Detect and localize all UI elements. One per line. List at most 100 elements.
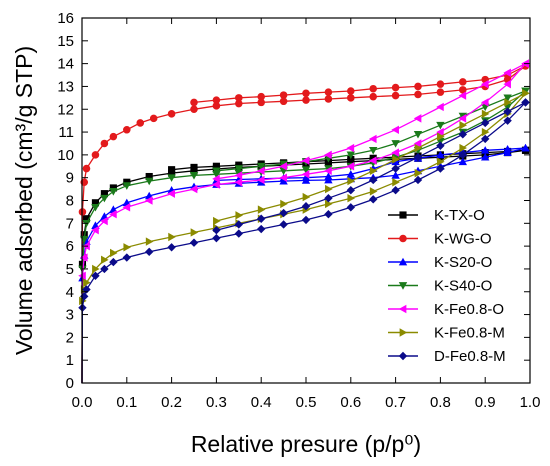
data-point — [458, 157, 467, 166]
data-point — [522, 89, 530, 98]
data-point — [391, 91, 400, 100]
data-point — [413, 139, 422, 148]
data-point — [257, 92, 265, 101]
legend-label: K-Fe0.8-M — [434, 325, 505, 342]
data-point — [302, 192, 311, 202]
data-point — [136, 119, 145, 127]
data-point — [503, 94, 512, 103]
data-point — [436, 80, 445, 88]
legend-label: K-TX-O — [434, 207, 485, 224]
data-point — [481, 79, 489, 89]
data-point — [82, 215, 91, 223]
data-point — [82, 164, 91, 173]
y-tick-label: 4 — [66, 284, 74, 301]
data-point — [167, 174, 176, 182]
data-point — [301, 156, 310, 165]
data-point — [279, 162, 287, 171]
data-point — [92, 264, 100, 274]
x-axis-title: Relative presure (p/p⁰) — [191, 431, 421, 457]
legend-marker — [398, 304, 407, 314]
data-point — [149, 114, 158, 123]
data-point — [190, 163, 198, 171]
data-point — [481, 127, 490, 137]
data-point — [346, 203, 355, 212]
data-point — [301, 202, 311, 211]
data-point — [101, 255, 109, 265]
data-point — [459, 86, 467, 94]
legend-label: D-Fe0.8-M — [434, 348, 506, 365]
data-point — [279, 91, 288, 99]
data-point — [122, 203, 131, 212]
data-point — [91, 199, 100, 207]
data-point — [413, 114, 422, 123]
data-point — [80, 253, 88, 262]
x-tick-label: 0.9 — [475, 394, 496, 411]
legend-item: K-TX-O — [388, 207, 485, 224]
data-point — [369, 187, 378, 196]
data-point — [325, 184, 333, 194]
legend-item: K-S20-O — [388, 254, 492, 271]
y-tick-label: 1 — [66, 352, 74, 369]
data-point — [391, 164, 400, 173]
y-tick-label: 16 — [57, 10, 74, 27]
data-point — [325, 199, 333, 209]
data-point — [301, 166, 311, 174]
data-point — [168, 166, 176, 174]
legend-item: K-Fe0.8-M — [388, 325, 505, 342]
data-point — [369, 195, 378, 204]
legend-label: K-S20-O — [434, 254, 492, 271]
data-point — [324, 172, 333, 180]
data-point — [414, 90, 422, 99]
data-point — [301, 215, 311, 225]
data-point — [257, 98, 265, 107]
data-point — [279, 173, 287, 182]
data-point — [391, 125, 399, 134]
data-point — [123, 126, 131, 134]
data-point — [324, 209, 333, 219]
data-point — [503, 144, 512, 153]
y-tick-label: 9 — [66, 170, 74, 187]
y-tick-label: 15 — [57, 33, 74, 50]
data-point — [414, 82, 422, 91]
data-point — [302, 89, 310, 98]
data-point — [212, 174, 220, 184]
data-point — [347, 87, 355, 95]
data-point — [458, 91, 467, 100]
axes: 0.0 0.1 0.2 0.3 0.4 0.5 0.6 0.7 0.8 0.9 1.00123456… — [11, 10, 540, 457]
y-tick-label: 11 — [58, 124, 74, 141]
data-point — [459, 143, 467, 153]
data-point — [346, 162, 355, 171]
data-point — [234, 220, 243, 229]
data-point — [324, 88, 333, 96]
data-point — [123, 178, 131, 186]
data-point — [369, 84, 377, 93]
data-point — [91, 225, 99, 235]
data-point — [481, 134, 490, 144]
data-point — [91, 151, 100, 159]
y-axis-title: Volume adsorbed (cm³/g STP) — [11, 46, 37, 355]
legend-label: K-WG-O — [434, 231, 492, 248]
data-point — [369, 166, 378, 176]
data-point — [100, 216, 108, 226]
data-point — [437, 132, 445, 141]
data-point — [100, 139, 109, 148]
data-point — [279, 220, 288, 229]
data-point — [369, 134, 377, 144]
data-point — [145, 172, 153, 181]
y-tick-label: 5 — [66, 261, 74, 278]
data-point — [257, 175, 265, 185]
x-tick-label: 0.6 — [340, 394, 361, 411]
x-tick-label: 0.0 — [72, 394, 93, 411]
data-point — [190, 228, 199, 237]
data-point — [346, 186, 355, 195]
data-point — [167, 110, 176, 118]
data-point — [324, 95, 333, 103]
series-d-fe0-8-m — [78, 98, 530, 384]
x-tick-label: 0.5 — [296, 394, 317, 411]
x-tick-label: 0.3 — [206, 394, 227, 411]
data-point — [301, 170, 310, 179]
data-point — [212, 233, 221, 243]
data-point — [82, 285, 91, 294]
y-tick-label: 0 — [66, 375, 74, 392]
